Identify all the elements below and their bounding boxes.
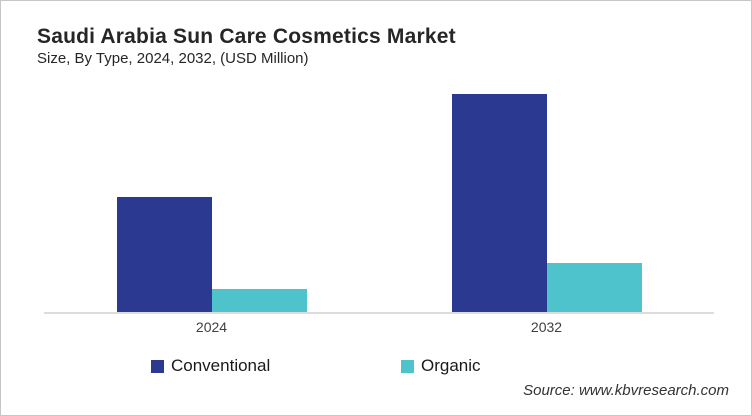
x-axis-labels: 2024 2032 (44, 319, 714, 335)
chart-subtitle: Size, By Type, 2024, 2032, (USD Million) (37, 50, 309, 67)
legend-label-organic: Organic (421, 356, 481, 375)
plot-area (44, 82, 714, 314)
source-credit: Source: www.kbvresearch.com (523, 382, 729, 399)
legend-swatch-organic (401, 359, 414, 373)
legend-item-conventional: Conventional (151, 356, 270, 376)
legend-item-organic: Organic (401, 356, 481, 376)
bar-organic-2032 (546, 263, 642, 312)
bar-group-2032 (379, 82, 714, 312)
x-axis-label-2032: 2032 (530, 319, 563, 335)
chart-title: Saudi Arabia Sun Care Cosmetics Market (37, 25, 456, 48)
bar-organic-2024 (211, 289, 307, 312)
legend-swatch-conventional (151, 359, 164, 373)
x-axis-label-2024: 2024 (195, 319, 228, 335)
legend-label-conventional: Conventional (171, 356, 271, 375)
bar-conventional-2024 (116, 197, 212, 312)
bar-group-2024 (44, 82, 379, 312)
bar-conventional-2032 (451, 94, 547, 312)
